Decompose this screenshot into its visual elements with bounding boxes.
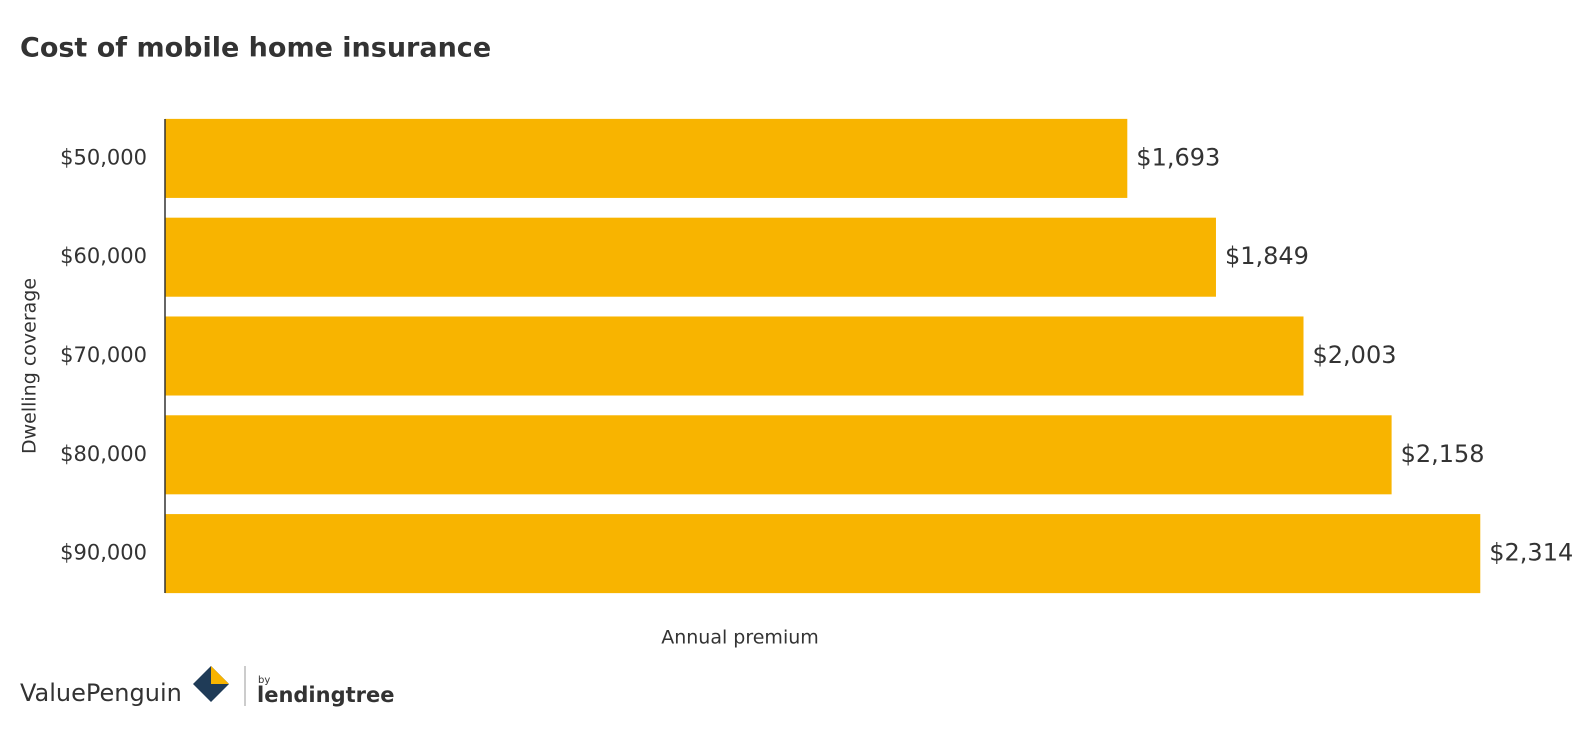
chart-title: Cost of mobile home insurance [20,33,491,64]
data-label: $1,693 [1136,143,1220,171]
bar [165,415,1392,495]
bar [165,316,1304,396]
y-tick-label: $80,000 [60,442,147,466]
y-tick-label: $90,000 [60,541,147,565]
logo: ValuePenguin by lendingtree [20,666,394,707]
x-axis-title: Annual premium [661,627,819,649]
brand: ValuePenguin [20,679,182,707]
y-tick-label: $50,000 [60,145,147,169]
y-tick-label: $70,000 [60,343,147,367]
y-axis-title: Dwelling coverage [19,278,41,454]
y-tick-label: $60,000 [60,244,147,268]
bar [165,217,1216,297]
partner: lendingtree [257,683,394,707]
data-label: $2,003 [1313,341,1397,369]
data-label: $2,158 [1401,440,1485,468]
data-label: $1,849 [1225,242,1309,270]
by-text: by [258,675,270,686]
data-label: $2,314 [1489,539,1573,567]
bar [165,514,1481,594]
bar [165,118,1128,198]
logo-icon [211,666,229,684]
